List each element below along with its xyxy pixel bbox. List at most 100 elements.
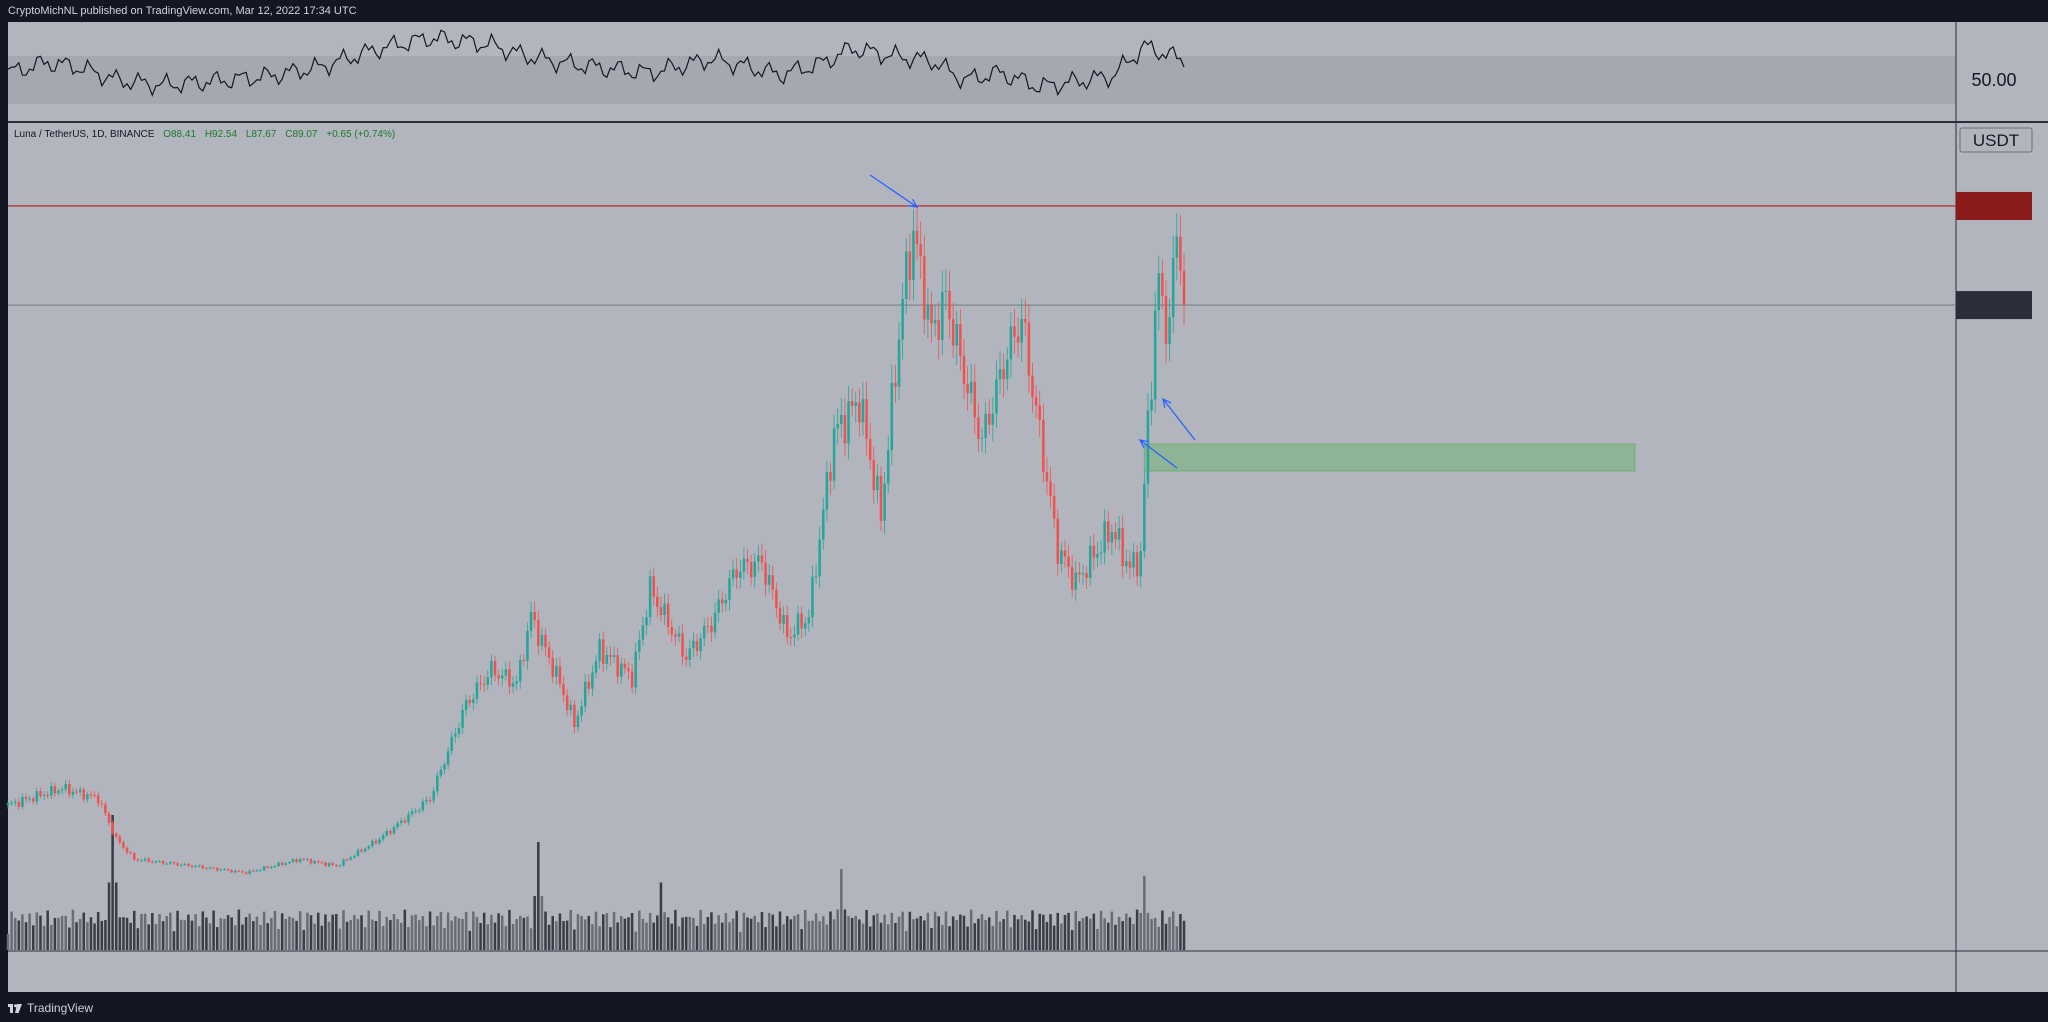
candle-body — [1125, 561, 1128, 567]
candle — [1117, 515, 1121, 551]
candle-body — [540, 634, 544, 646]
candle-body — [767, 575, 771, 585]
candle — [1045, 457, 1049, 496]
candle-body — [789, 636, 793, 638]
volume-bar — [122, 917, 125, 950]
volume-bar — [374, 921, 378, 950]
ohlc-open: O88.41 — [163, 129, 196, 140]
candle — [811, 565, 814, 628]
candles-layer[interactable] — [6, 207, 1186, 876]
candle — [363, 847, 367, 854]
volume-bar — [313, 923, 316, 950]
candle — [1020, 298, 1023, 362]
volume-bar — [349, 919, 352, 950]
volume-bar — [652, 922, 655, 950]
candle — [504, 661, 508, 681]
candle-body — [782, 614, 785, 624]
candle-body — [114, 833, 118, 837]
candle — [1049, 466, 1052, 509]
candle — [197, 864, 201, 868]
candle — [876, 464, 879, 504]
volume-bar — [742, 912, 746, 950]
candle — [46, 791, 49, 799]
volume-bar — [118, 917, 122, 950]
volume-bar — [1157, 926, 1161, 950]
candle — [1052, 483, 1056, 529]
candle — [295, 857, 298, 864]
chart-area[interactable]: 50.00 Luna / TetherUS, 1D, BINANCE O88.4… — [0, 22, 2048, 992]
candle-body — [847, 401, 850, 444]
volume-bar — [432, 925, 435, 950]
volume-bar — [428, 911, 432, 950]
candle-body — [565, 695, 569, 711]
candle — [392, 825, 396, 836]
volume-bar — [854, 915, 858, 950]
candle-body — [666, 603, 670, 628]
volume-bar — [479, 923, 482, 950]
volume-bar — [901, 911, 904, 950]
candle-body — [537, 620, 540, 646]
candle — [731, 559, 735, 586]
candle — [645, 609, 648, 636]
candle-body — [93, 795, 96, 797]
candle — [814, 564, 818, 584]
candle-body — [169, 862, 172, 864]
volume-bar — [338, 928, 342, 950]
candle — [417, 808, 421, 814]
volume-bar — [190, 920, 194, 950]
candle — [450, 731, 453, 756]
volume-bar — [468, 930, 472, 950]
candle — [933, 305, 937, 338]
candle — [692, 632, 695, 658]
volume-bar — [259, 924, 262, 950]
candle-body — [436, 775, 439, 792]
candle — [132, 851, 136, 861]
candle — [843, 398, 847, 457]
candle — [50, 782, 53, 799]
volume-bar — [648, 912, 652, 950]
candle-body — [147, 858, 150, 862]
volume-bar — [829, 911, 832, 950]
candle-body — [158, 860, 161, 862]
volume-bar — [1024, 919, 1027, 950]
volume-bar — [1099, 910, 1103, 950]
volume-bar — [1153, 917, 1157, 950]
indicator-pane[interactable] — [7, 29, 1185, 97]
candle-body — [381, 835, 385, 840]
candle-body — [583, 681, 587, 707]
volume-bar — [717, 915, 720, 950]
candle-body — [1034, 397, 1038, 406]
candle — [616, 647, 619, 684]
candle-body — [378, 839, 381, 844]
volume-bar — [399, 922, 403, 950]
candle — [486, 670, 490, 690]
candle — [151, 860, 154, 864]
indicator-axis-label: 50.00 — [1971, 70, 2016, 90]
volume-bar — [345, 921, 349, 950]
volume-bar — [179, 919, 183, 950]
candle-body — [1013, 326, 1016, 337]
candle — [10, 800, 13, 806]
volume-bar — [165, 916, 168, 950]
candle — [93, 791, 96, 798]
candle-body — [497, 675, 500, 679]
volume-bar — [663, 912, 666, 950]
volume-bar — [793, 915, 796, 950]
candle-body — [360, 849, 363, 852]
candle — [497, 669, 500, 686]
candle — [302, 857, 306, 861]
candle — [803, 616, 807, 637]
candle-body — [219, 869, 223, 871]
candle-body — [973, 381, 977, 418]
tradingview-logo[interactable]: TradingView — [8, 1001, 93, 1015]
currency-badge[interactable]: USDT — [1959, 127, 2033, 153]
candle-body — [71, 791, 75, 795]
candle — [757, 544, 760, 573]
volume-bar — [147, 924, 150, 950]
candle-body — [223, 869, 226, 871]
volume-bar — [1092, 913, 1096, 950]
volume-bar — [219, 918, 223, 950]
volume-bar — [684, 916, 688, 950]
candle-body — [259, 870, 262, 872]
volume-bar — [215, 927, 219, 950]
